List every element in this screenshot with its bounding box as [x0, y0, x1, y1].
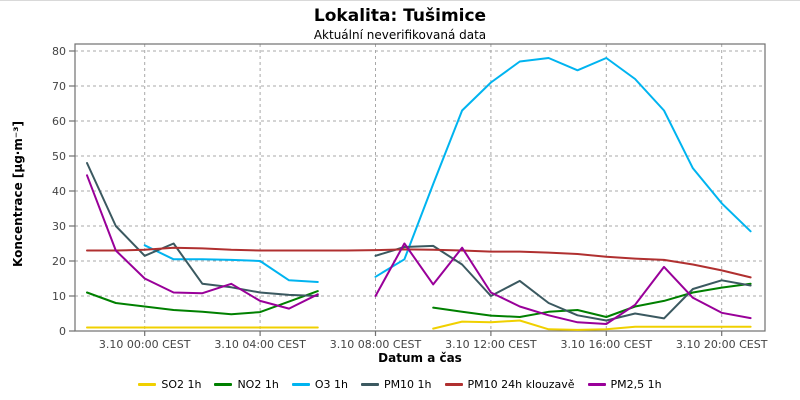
legend-item-pm10-1h: PM10 1h [360, 378, 432, 391]
legend-swatch-pm10-24h-klouzav [444, 383, 463, 386]
y-tick-label: 80 [52, 45, 66, 58]
legend-label-o3-1h: O3 1h [314, 378, 348, 391]
legend-swatch-o3-1h [291, 383, 310, 386]
legend-label-so2-1h: SO2 1h [161, 378, 202, 391]
series-line-pm2-5-1h [86, 174, 752, 325]
legend-item-so2-1h: SO2 1h [138, 378, 201, 391]
y-tick-label: 40 [52, 185, 66, 198]
x-tick-label: 3.10 16:00 CEST [561, 338, 653, 351]
x-tick-label: 3.10 04:00 CEST [214, 338, 306, 351]
y-tick-label: 20 [52, 255, 66, 268]
x-tick-label: 3.10 00:00 CEST [99, 338, 191, 351]
legend: SO2 1h NO2 1h O3 1h PM10 1h PM10 24h klouzav… [0, 378, 800, 391]
legend-label-no2-1h: NO2 1h [237, 378, 279, 391]
legend-item-pm10-24h-klouzav: PM10 24h klouzavě [444, 378, 575, 391]
x-tick-label: 3.10 08:00 CEST [330, 338, 422, 351]
x-tick-label: 3.10 20:00 CEST [676, 338, 768, 351]
chart-title: Lokalita: Tušimice [313, 6, 487, 26]
y-tick-label: 50 [52, 150, 66, 163]
legend-swatch-pm2-5-1h [587, 383, 606, 386]
y-tick-label: 60 [52, 115, 66, 128]
x-axis-label: Datum a čas [378, 351, 462, 365]
legend-label-pm10-1h: PM10 1h [383, 378, 432, 391]
legend-swatch-pm10-1h [360, 383, 379, 386]
series-line-no2-1h [86, 282, 752, 318]
y-tick-label: 10 [52, 290, 66, 303]
series-line-so2-1h [86, 319, 752, 331]
legend-item-pm2-5-1h: PM2,5 1h [587, 378, 662, 391]
y-tick-label: 30 [52, 220, 66, 233]
series-line-o3-1h [143, 57, 752, 283]
plot-border [74, 43, 766, 332]
chart-subtitle: Aktuální neverifikovaná data [313, 28, 487, 42]
legend-label-pm10-24h-klouzav: PM10 24h klouzavě [467, 378, 575, 391]
legend-label-pm2-5-1h: PM2,5 1h [610, 378, 662, 391]
legend-swatch-so2-1h [138, 383, 157, 386]
legend-item-o3-1h: O3 1h [291, 378, 348, 391]
legend-swatch-no2-1h [214, 383, 233, 386]
y-tick-label: 70 [52, 80, 66, 93]
series-line-pm10-24h-klouzav [86, 246, 752, 279]
series-line-pm10-1h [86, 162, 752, 322]
x-tick-label: 3.10 12:00 CEST [445, 338, 537, 351]
y-tick-label: 0 [59, 325, 66, 338]
legend-item-no2-1h: NO2 1h [214, 378, 279, 391]
